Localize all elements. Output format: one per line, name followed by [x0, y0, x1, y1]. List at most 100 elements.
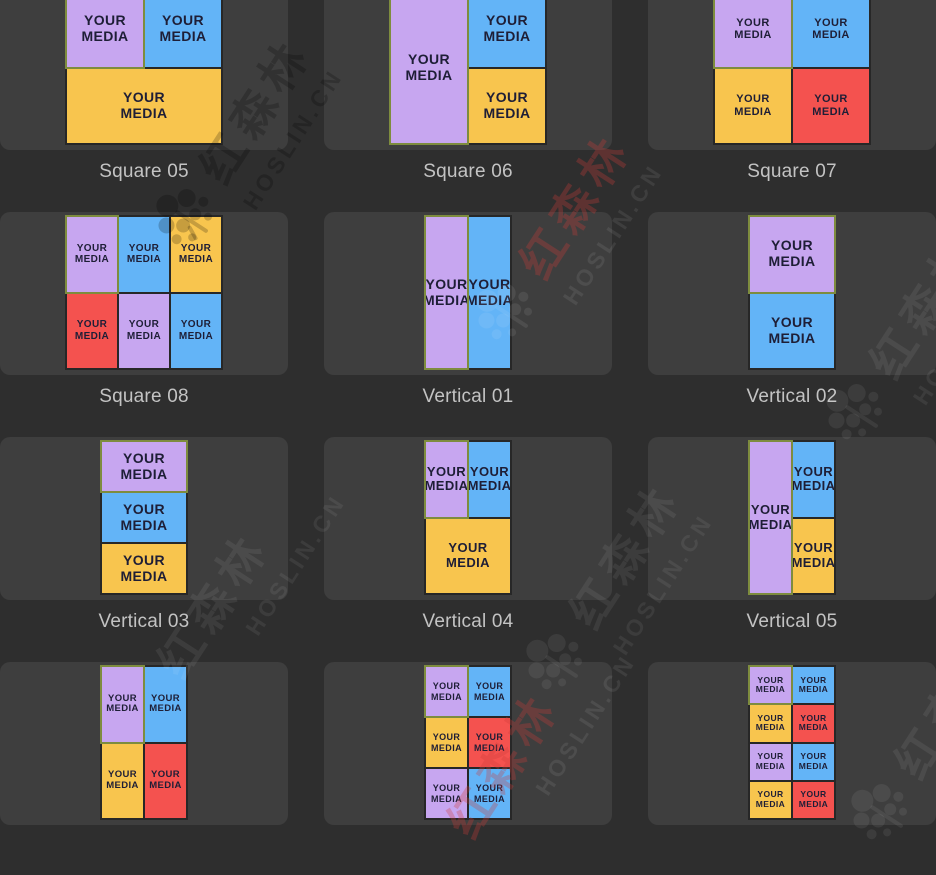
- media-placeholder-block-yellow: YOUR MEDIA: [426, 518, 510, 593]
- media-placeholder-label: YOUR MEDIA: [74, 242, 110, 266]
- media-placeholder-block-blue: YOUR MEDIA: [102, 493, 186, 542]
- media-placeholder-label: YOUR MEDIA: [120, 449, 168, 482]
- template-caption: Square 05: [99, 161, 189, 182]
- template-card-partial-11[interactable]: YOUR MEDIA YOUR MEDIA YOUR MEDIA YOUR MEDIA…: [324, 662, 612, 825]
- media-placeholder-block-yellow: YOUR MEDIA: [750, 705, 791, 742]
- template-card-square-07[interactable]: YOUR MEDIA YOUR MEDIA YOUR MEDIA YOUR MEDIA: [648, 0, 936, 150]
- media-placeholder-block-purple: YOUR MEDIA: [748, 440, 793, 595]
- media-placeholder-label: YOUR MEDIA: [768, 313, 816, 346]
- layout-preview: YOUR MEDIA YOUR MEDIA YOUR MEDIA: [65, 0, 223, 145]
- media-placeholder-block-yellow: YOUR MEDIA: [469, 68, 545, 143]
- template-gallery-grid: YOUR MEDIA YOUR MEDIA YOUR MEDIA Square 05 Y…: [0, 0, 936, 825]
- media-placeholder-label: YOUR MEDIA: [798, 712, 829, 733]
- media-placeholder-label: YOUR MEDIA: [149, 692, 182, 715]
- template-caption: Square 07: [747, 161, 837, 182]
- layout-preview: YOUR MEDIA YOUR MEDIA: [748, 215, 836, 370]
- layout-preview: YOUR MEDIA YOUR MEDIA YOUR MEDIA YOUR MEDIA: [713, 0, 871, 145]
- template-card-vertical-02[interactable]: YOUR MEDIA YOUR MEDIA: [648, 212, 936, 375]
- media-placeholder-label: YOUR MEDIA: [474, 783, 505, 804]
- media-placeholder-block-red: YOUR MEDIA: [469, 718, 510, 767]
- media-placeholder-block-blue: YOUR MEDIA: [469, 217, 510, 368]
- media-placeholder-block-purple: YOUR MEDIA: [65, 0, 145, 69]
- media-placeholder-label: YOUR MEDIA: [431, 732, 462, 753]
- template-cell: YOUR MEDIA YOUR MEDIA YOUR MEDIA YOUR MEDIA: [0, 662, 288, 825]
- layout-preview: YOUR MEDIA YOUR MEDIA YOUR MEDIA: [424, 440, 512, 595]
- media-placeholder-label: YOUR MEDIA: [120, 88, 168, 121]
- template-cell: YOUR MEDIA YOUR MEDIA Vertical 01: [324, 212, 612, 408]
- media-placeholder-label: YOUR MEDIA: [483, 12, 531, 45]
- media-placeholder-block-purple: YOUR MEDIA: [424, 665, 469, 718]
- layout-preview: YOUR MEDIA YOUR MEDIA YOUR MEDIA YOUR MEDIA…: [424, 665, 512, 820]
- media-placeholder-block-purple: YOUR MEDIA: [424, 215, 469, 370]
- media-placeholder-block-blue: YOUR MEDIA: [119, 217, 169, 292]
- media-placeholder-block-red: YOUR MEDIA: [67, 293, 117, 368]
- layout-preview: YOUR MEDIA YOUR MEDIA YOUR MEDIA YOUR MEDIA…: [65, 215, 223, 370]
- media-placeholder-label: YOUR MEDIA: [798, 674, 829, 695]
- layout-preview: YOUR MEDIA YOUR MEDIA YOUR MEDIA YOUR MEDIA: [100, 665, 188, 820]
- template-card-vertical-01[interactable]: YOUR MEDIA YOUR MEDIA: [324, 212, 612, 375]
- media-placeholder-label: YOUR MEDIA: [74, 319, 110, 342]
- media-placeholder-block-purple: YOUR MEDIA: [713, 0, 793, 69]
- template-caption: Square 08: [99, 386, 189, 407]
- media-placeholder-label: YOUR MEDIA: [768, 237, 816, 270]
- media-placeholder-block-yellow: YOUR MEDIA: [715, 68, 791, 143]
- media-placeholder-block-red: YOUR MEDIA: [793, 68, 869, 143]
- media-placeholder-label: YOUR MEDIA: [469, 275, 510, 308]
- media-placeholder-label: YOUR MEDIA: [469, 463, 510, 494]
- media-placeholder-block-red: YOUR MEDIA: [145, 743, 186, 818]
- template-caption: Vertical 03: [98, 611, 190, 632]
- media-placeholder-label: YOUR MEDIA: [405, 50, 453, 83]
- media-placeholder-block-purple: YOUR MEDIA: [100, 440, 188, 493]
- media-placeholder-label: YOUR MEDIA: [734, 93, 772, 118]
- media-placeholder-label: YOUR MEDIA: [793, 540, 834, 570]
- media-placeholder-label: YOUR MEDIA: [446, 540, 490, 570]
- media-placeholder-label: YOUR MEDIA: [178, 319, 214, 342]
- media-placeholder-block-blue: YOUR MEDIA: [793, 667, 834, 704]
- media-placeholder-block-blue: YOUR MEDIA: [793, 743, 834, 780]
- layout-preview: YOUR MEDIA YOUR MEDIA: [424, 215, 512, 370]
- template-cell: YOUR MEDIA YOUR MEDIA YOUR MEDIA YOUR MEDIA…: [648, 0, 936, 183]
- media-placeholder-block-red: YOUR MEDIA: [793, 781, 834, 818]
- media-placeholder-block-purple: YOUR MEDIA: [119, 293, 169, 368]
- layout-preview: YOUR MEDIA YOUR MEDIA YOUR MEDIA: [748, 440, 836, 595]
- media-placeholder-label: YOUR MEDIA: [120, 500, 168, 533]
- media-placeholder-block-blue: YOUR MEDIA: [145, 0, 221, 67]
- template-card-vertical-03[interactable]: YOUR MEDIA YOUR MEDIA YOUR MEDIA: [0, 437, 288, 600]
- media-placeholder-label: YOUR MEDIA: [120, 551, 168, 584]
- media-placeholder-block-blue: YOUR MEDIA: [469, 442, 510, 517]
- media-placeholder-label: YOUR MEDIA: [149, 769, 182, 791]
- template-card-square-08[interactable]: YOUR MEDIA YOUR MEDIA YOUR MEDIA YOUR MEDIA…: [0, 212, 288, 375]
- media-placeholder-label: YOUR MEDIA: [81, 12, 129, 45]
- media-placeholder-label: YOUR MEDIA: [431, 681, 462, 702]
- template-cell: YOUR MEDIA YOUR MEDIA YOUR MEDIA YOUR MEDIA…: [648, 662, 936, 825]
- media-placeholder-block-purple: YOUR MEDIA: [426, 769, 467, 818]
- media-placeholder-block-blue: YOUR MEDIA: [793, 442, 834, 517]
- media-placeholder-block-purple: YOUR MEDIA: [424, 440, 469, 519]
- media-placeholder-block-yellow: YOUR MEDIA: [426, 718, 467, 767]
- media-placeholder-label: YOUR MEDIA: [426, 463, 467, 494]
- template-card-vertical-05[interactable]: YOUR MEDIA YOUR MEDIA YOUR MEDIA: [648, 437, 936, 600]
- media-placeholder-label: YOUR MEDIA: [126, 319, 162, 342]
- media-placeholder-block-purple: YOUR MEDIA: [748, 215, 836, 294]
- media-placeholder-label: YOUR MEDIA: [755, 751, 786, 771]
- template-cell: YOUR MEDIA YOUR MEDIA YOUR MEDIA Square 05: [0, 0, 288, 183]
- template-caption: Vertical 04: [422, 611, 514, 632]
- template-card-partial-10[interactable]: YOUR MEDIA YOUR MEDIA YOUR MEDIA YOUR MEDIA: [0, 662, 288, 825]
- media-placeholder-label: YOUR MEDIA: [798, 789, 829, 809]
- media-placeholder-label: YOUR MEDIA: [750, 501, 791, 532]
- media-placeholder-label: YOUR MEDIA: [812, 93, 850, 118]
- media-placeholder-block-yellow: YOUR MEDIA: [102, 743, 143, 818]
- media-placeholder-block-blue: YOUR MEDIA: [750, 293, 834, 368]
- template-card-partial-12[interactable]: YOUR MEDIA YOUR MEDIA YOUR MEDIA YOUR MEDIA…: [648, 662, 936, 825]
- media-placeholder-block-blue: YOUR MEDIA: [145, 667, 186, 742]
- template-card-square-05[interactable]: YOUR MEDIA YOUR MEDIA YOUR MEDIA: [0, 0, 288, 150]
- layout-preview: YOUR MEDIA YOUR MEDIA YOUR MEDIA: [389, 0, 547, 145]
- media-placeholder-block-yellow: YOUR MEDIA: [793, 518, 834, 593]
- template-cell: YOUR MEDIA YOUR MEDIA YOUR MEDIA Vertical 0…: [648, 437, 936, 633]
- media-placeholder-block-purple: YOUR MEDIA: [100, 665, 145, 744]
- media-placeholder-label: YOUR MEDIA: [793, 463, 834, 494]
- media-placeholder-block-purple: YOUR MEDIA: [748, 664, 793, 706]
- media-placeholder-label: YOUR MEDIA: [126, 242, 162, 266]
- template-card-vertical-04[interactable]: YOUR MEDIA YOUR MEDIA YOUR MEDIA: [324, 437, 612, 600]
- template-card-square-06[interactable]: YOUR MEDIA YOUR MEDIA YOUR MEDIA: [324, 0, 612, 150]
